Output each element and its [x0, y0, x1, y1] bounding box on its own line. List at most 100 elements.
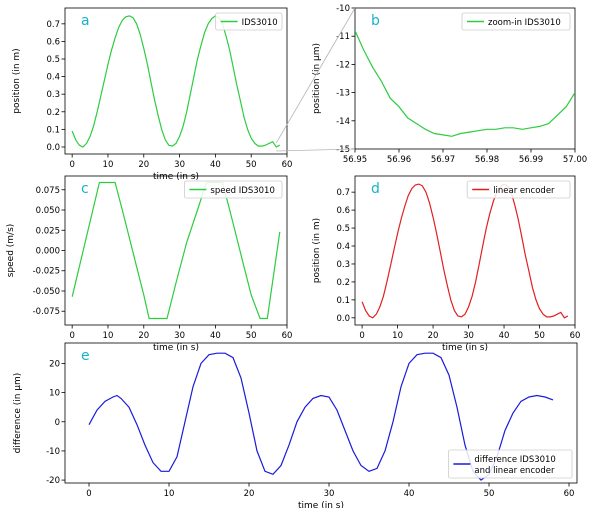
series-line-b	[355, 30, 575, 137]
legend-c: speed IDS3010	[183, 180, 283, 199]
y-tick-label: 20	[49, 359, 60, 369]
x-tick-label: 60	[282, 331, 293, 341]
x-tick-label: 30	[174, 160, 185, 170]
x-tick-label: 0	[359, 331, 364, 341]
y-axis-label: speed (m/s)	[6, 224, 16, 278]
y-tick-label: 0.000	[36, 247, 60, 257]
y-tick-label: 0.025	[36, 226, 60, 236]
x-tick-label: 50	[246, 331, 257, 341]
panel-c: 0 10 20 30 40 50 60 -0.075 -0.050 -0.025 0.000 0.02…	[6, 175, 293, 353]
legend-d: linear encoder	[466, 180, 571, 199]
panel-letter-a: a	[81, 13, 90, 29]
y-tick-label: -20	[46, 476, 60, 486]
plot-frame-b	[354, 7, 576, 150]
x-tick-label: 60	[282, 160, 293, 170]
x-tick-label: 50	[534, 331, 545, 341]
x-tick-label: 30	[463, 331, 474, 341]
x-tick-label: 20	[138, 160, 149, 170]
series-line-c	[71, 181, 281, 320]
y-tick-label: 0.0	[336, 314, 350, 324]
zoom-connector-bottom	[276, 148, 356, 152]
y-tick-label: 0.1	[46, 125, 60, 135]
legend-box	[466, 180, 571, 199]
plot-frame-a	[64, 7, 288, 155]
y-axis-label: position (in µm)	[312, 43, 322, 114]
plot-frame-d	[354, 175, 576, 326]
y-tick-label: 0.4	[336, 242, 350, 252]
legend-label: and linear encoder	[474, 466, 555, 476]
legend-label: difference IDS3010	[474, 455, 555, 465]
x-tick-label: 10	[103, 160, 114, 170]
y-tick-label: -14	[336, 117, 350, 127]
panel-letter-b: b	[371, 13, 380, 29]
panel-letter-c: c	[81, 181, 89, 197]
x-axis-label: time (in s)	[153, 343, 199, 353]
y-tick-label: 0.4	[46, 73, 60, 83]
plot-frame-e	[64, 342, 578, 484]
y-axis-label: position (in m)	[312, 218, 322, 283]
y-tick-label: 0.7	[336, 188, 350, 198]
y-tick-label: 0.075	[36, 186, 60, 196]
x-axis-label: time (in s)	[153, 172, 199, 182]
x-tick-label: 56.99	[519, 155, 543, 165]
y-tick-label: 0.7	[46, 20, 60, 30]
legend-a: IDS3010	[215, 12, 283, 31]
x-tick-label: 56.98	[475, 155, 499, 165]
legend-box	[215, 12, 283, 31]
panel-e: 0 10 20 30 40 50 60 -20 -10 0 10 20 time (in s) diffe…	[13, 342, 578, 508]
y-tick-label: -0.050	[33, 287, 60, 297]
x-tick-label: 40	[210, 331, 221, 341]
series-line-d	[361, 183, 569, 319]
x-tick-label: 10	[392, 331, 403, 341]
legend-box	[461, 12, 571, 31]
y-axis-label: difference (in µm)	[13, 373, 23, 454]
x-tick-label: 60	[564, 489, 575, 499]
x-tick-label: 56.95	[343, 155, 367, 165]
legend-box	[447, 449, 573, 479]
y-tick-label: -15	[336, 145, 350, 155]
x-tick-label: 20	[138, 331, 149, 341]
x-axis-label: time (in s)	[442, 343, 488, 353]
y-tick-label: 10	[49, 389, 60, 399]
x-tick-label: 60	[570, 331, 581, 341]
x-tick-label: 56.96	[387, 155, 411, 165]
x-tick-label: 57.00	[563, 155, 587, 165]
legend-label: zoom-in IDS3010	[488, 18, 561, 28]
legend-b: zoom-in IDS3010	[461, 12, 571, 31]
x-tick-label: 50	[484, 489, 495, 499]
y-tick-label: 0.1	[336, 296, 350, 306]
series-line-a	[71, 15, 281, 148]
panel-letter-e: e	[81, 348, 90, 364]
x-tick-label: 0	[69, 160, 74, 170]
y-axis-label: position (in m)	[12, 48, 22, 113]
legend-label: IDS3010	[242, 18, 278, 28]
y-tick-label: 0.5	[46, 55, 60, 65]
legend-label: linear encoder	[493, 186, 555, 196]
y-tick-label: 0.6	[46, 37, 60, 47]
x-tick-label: 40	[499, 331, 510, 341]
x-tick-label: 10	[164, 489, 175, 499]
panel-letter-d: d	[371, 181, 380, 197]
x-tick-label: 0	[86, 489, 91, 499]
y-tick-label: 0	[55, 418, 60, 428]
panel-d: 0 10 20 30 40 50 60 0.0 0.1 0.2 0.3 0.4 0.5 0.6 0.7 tim…	[312, 175, 581, 353]
y-tick-label: 0.5	[336, 224, 350, 234]
y-tick-label: 0.2	[46, 108, 60, 118]
x-tick-label: 30	[324, 489, 335, 499]
y-tick-label: -13	[336, 89, 350, 99]
y-tick-label: 0.2	[336, 278, 350, 288]
x-tick-label: 20	[428, 331, 439, 341]
x-tick-label: 0	[69, 331, 74, 341]
y-tick-label: 0.6	[336, 206, 350, 216]
panel-b: 56.95 56.96 56.97 56.98 56.99 57.00 -15 -14 -13 -…	[312, 4, 587, 165]
x-tick-label: 56.97	[431, 155, 455, 165]
legend-label: speed IDS3010	[210, 186, 274, 196]
y-tick-label: -0.075	[33, 307, 60, 317]
y-tick-label: 0.3	[46, 90, 60, 100]
panel-a: 0 10 20 30 40 50 60 0.0 0.1 0.2 0.3 0.4 0.5 0.6 0.7 tim…	[12, 7, 293, 182]
y-tick-label: -10	[46, 447, 60, 457]
y-tick-label: -12	[336, 60, 350, 70]
y-tick-label: 0.0	[46, 143, 60, 153]
